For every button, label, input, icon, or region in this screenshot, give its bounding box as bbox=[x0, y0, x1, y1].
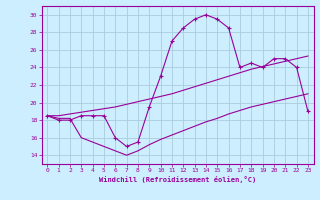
X-axis label: Windchill (Refroidissement éolien,°C): Windchill (Refroidissement éolien,°C) bbox=[99, 176, 256, 183]
